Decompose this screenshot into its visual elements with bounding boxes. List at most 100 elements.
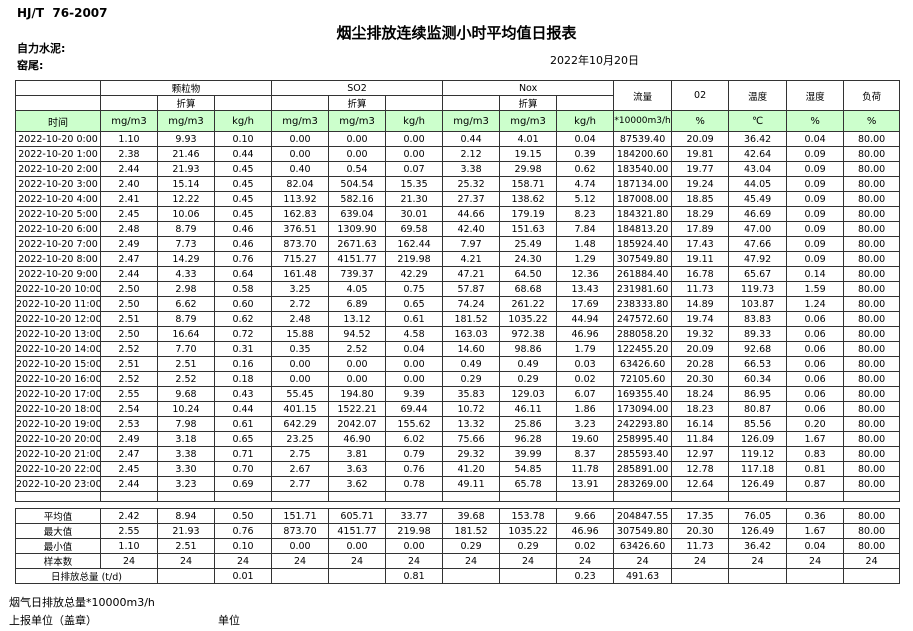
value-cell: 69.44 <box>385 401 444 417</box>
summary-value-cell: 24 <box>271 553 330 569</box>
gap-cell <box>499 501 557 509</box>
value-cell: 194.80 <box>328 386 387 402</box>
unit-header-cell: mg/m3 <box>442 110 501 132</box>
value-cell: 23.25 <box>271 431 330 447</box>
summary-value-cell: 0.04 <box>786 538 845 554</box>
value-cell: 0.49 <box>499 356 558 372</box>
value-cell: 8.79 <box>157 311 215 327</box>
value-cell: 2.50 <box>100 326 158 342</box>
value-cell: 92.68 <box>728 341 788 357</box>
summary-value-cell: 605.71 <box>328 508 387 524</box>
header-load: 负荷 <box>843 80 901 111</box>
value-cell: 98.86 <box>499 341 558 357</box>
value-cell: 138.62 <box>499 191 558 207</box>
value-cell: 2.51 <box>157 356 215 372</box>
value-cell: 14.89 <box>671 296 730 312</box>
daily-total-label: 日排放总量 (t/d) <box>15 568 158 584</box>
value-cell: 46.69 <box>728 206 788 222</box>
value-cell: 0.00 <box>328 146 387 162</box>
value-cell: 2.75 <box>271 446 330 462</box>
value-cell: 0.00 <box>385 146 444 162</box>
summary-value-cell: 63426.60 <box>613 538 673 554</box>
value-cell: 2.54 <box>100 401 158 417</box>
summary-value-cell: 0.00 <box>328 538 387 554</box>
value-cell: 11.84 <box>671 431 730 447</box>
value-cell: 0.07 <box>385 161 444 177</box>
blank-cell <box>786 491 845 502</box>
summary-value-cell: 80.00 <box>843 508 901 524</box>
gap-cell <box>214 501 272 509</box>
value-cell: 103.87 <box>728 296 788 312</box>
value-cell: 13.91 <box>556 476 615 492</box>
value-cell: 285593.40 <box>613 446 673 462</box>
value-cell: 3.62 <box>328 476 387 492</box>
header-group-so2: SO2 <box>271 80 444 96</box>
value-cell: 0.31 <box>213 341 273 357</box>
time-cell: 2022-10-20 9:00 <box>15 266 101 282</box>
value-cell: 42.40 <box>442 221 501 237</box>
value-cell: 45.49 <box>728 191 788 207</box>
value-cell: 0.00 <box>385 371 444 387</box>
value-cell: 401.15 <box>271 401 330 417</box>
value-cell: 19.77 <box>671 161 730 177</box>
blank-cell <box>213 491 273 502</box>
daily-total-value-cell: 0.81 <box>385 568 444 584</box>
value-cell: 0.00 <box>385 356 444 372</box>
value-cell: 13.32 <box>442 416 501 432</box>
summary-value-cell: 0.10 <box>213 538 273 554</box>
value-cell: 25.86 <box>499 416 558 432</box>
daily-total-value-cell <box>157 568 215 584</box>
table-row: 2022-10-20 16:00 2.52 2.52 0.18 0.00 0.00 0.00… <box>15 371 901 387</box>
daily-total-value-cell <box>843 568 901 584</box>
header-empty-cell <box>213 95 273 111</box>
summary-value-cell: 1035.22 <box>499 523 558 539</box>
value-cell: 8.23 <box>556 206 615 222</box>
value-cell: 21.93 <box>157 161 215 177</box>
value-cell: 13.12 <box>328 311 387 327</box>
table-row: 2022-10-20 17:00 2.55 9.68 0.43 55.45 194.80 9… <box>15 386 901 402</box>
value-cell: 74.24 <box>442 296 501 312</box>
value-cell: 2.49 <box>100 431 158 447</box>
table-row: 2022-10-20 11:00 2.50 6.62 0.60 2.72 6.89 0.65… <box>15 296 901 312</box>
summary-value-cell: 24 <box>442 553 501 569</box>
value-cell: 80.00 <box>843 386 901 402</box>
value-cell: 24.30 <box>499 251 558 267</box>
summary-value-cell: 21.93 <box>157 523 215 539</box>
blank-cell <box>613 491 673 502</box>
table-row: 2022-10-20 2:00 2.44 21.93 0.45 0.40 0.54 0.07… <box>15 161 901 177</box>
value-cell: 12.64 <box>671 476 730 492</box>
time-cell: 2022-10-20 1:00 <box>15 146 101 162</box>
unit-header-cell: kg/h <box>385 110 444 132</box>
value-cell: 0.54 <box>328 161 387 177</box>
blank-cell <box>728 491 788 502</box>
value-cell: 184813.20 <box>613 221 673 237</box>
value-cell: 46.11 <box>499 401 558 417</box>
value-cell: 29.98 <box>499 161 558 177</box>
unit-header-cell: mg/m3 <box>100 110 158 132</box>
value-cell: 183540.00 <box>613 161 673 177</box>
value-cell: 12.78 <box>671 461 730 477</box>
value-cell: 0.00 <box>385 131 444 147</box>
value-cell: 0.00 <box>271 131 330 147</box>
summary-value-cell: 17.35 <box>671 508 730 524</box>
value-cell: 3.81 <box>328 446 387 462</box>
value-cell: 80.00 <box>843 431 901 447</box>
value-cell: 2.72 <box>271 296 330 312</box>
value-cell: 0.49 <box>442 356 501 372</box>
reporting-unit-seal-label: 上报单位（盖章） <box>9 614 97 627</box>
summary-value-cell: 0.00 <box>271 538 330 554</box>
value-cell: 19.81 <box>671 146 730 162</box>
summary-value-cell: 0.76 <box>213 523 273 539</box>
value-cell: 6.07 <box>556 386 615 402</box>
value-cell: 80.00 <box>843 446 901 462</box>
value-cell: 80.00 <box>843 131 901 147</box>
value-cell: 3.63 <box>328 461 387 477</box>
summary-value-cell: 80.00 <box>843 523 901 539</box>
value-cell: 261884.40 <box>613 266 673 282</box>
summary-value-cell: 80.00 <box>843 538 901 554</box>
value-cell: 64.50 <box>499 266 558 282</box>
value-cell: 25.49 <box>499 236 558 252</box>
table-row: 2022-10-20 14:00 2.52 7.70 0.31 0.35 2.52 0.04… <box>15 341 901 357</box>
gap-cell <box>100 501 158 509</box>
blank-cell <box>328 491 387 502</box>
